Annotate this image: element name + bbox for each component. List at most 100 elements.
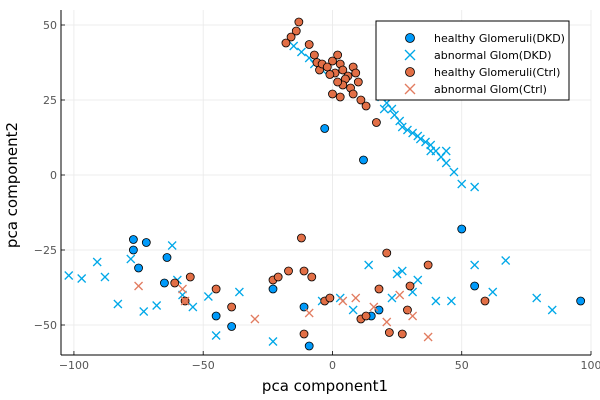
data-point [333, 50, 343, 60]
legend: healthy Glomeruli(DKD) abnormal Glom(DKD… [375, 20, 570, 101]
data-point [421, 137, 430, 147]
data-point [211, 284, 221, 294]
data-point [211, 331, 221, 340]
data-point [374, 284, 384, 294]
data-point [441, 146, 451, 156]
data-point [361, 311, 371, 321]
data-point [395, 290, 405, 300]
data-point [348, 305, 358, 315]
data-point [379, 104, 389, 114]
data-point [532, 293, 542, 303]
data-point [395, 116, 405, 126]
data-point [405, 281, 415, 291]
data-point [139, 307, 149, 316]
data-point [547, 305, 557, 315]
data-point [77, 274, 87, 283]
data-point [348, 89, 358, 99]
data-point [361, 101, 371, 111]
data-point [307, 272, 317, 282]
data-point [128, 235, 138, 244]
series-4 [134, 281, 433, 342]
series-2 [64, 41, 557, 346]
x-tick-label: −100 [59, 359, 89, 372]
data-point [128, 245, 138, 255]
data-point [384, 328, 394, 337]
data-point [402, 125, 412, 135]
legend-marker-healthy-dkd [405, 33, 415, 43]
data-point [320, 124, 330, 133]
data-point [281, 38, 291, 48]
data-point [286, 32, 296, 42]
legend-marker-healthy-ctrl [405, 67, 415, 77]
data-point [328, 56, 337, 66]
data-point [64, 271, 74, 280]
x-axis-label: pca component1 [262, 377, 388, 395]
data-point [397, 329, 407, 339]
data-point [188, 302, 198, 312]
data-point [297, 233, 306, 243]
data-point [457, 179, 467, 189]
data-point [351, 293, 361, 303]
data-point [92, 257, 102, 267]
data-point [304, 341, 314, 351]
data-point [234, 287, 244, 297]
y-tick-label: 50 [43, 19, 57, 32]
data-point [227, 322, 237, 331]
x-tick-labels: −100 −50 0 50 100 [59, 359, 600, 372]
data-point [335, 92, 345, 102]
legend-label-abnormal-ctrl: abnormal Glom(Ctrl) [434, 83, 547, 96]
data-point [576, 296, 586, 306]
data-point [351, 68, 361, 78]
data-point [180, 296, 190, 306]
x-tick-label: 50 [455, 359, 469, 372]
legend-marker-abnormal-ctrl [404, 83, 416, 95]
data-point [470, 281, 480, 291]
data-point [423, 260, 433, 270]
data-point [387, 104, 397, 114]
data-point [304, 40, 314, 49]
data-point [160, 278, 169, 288]
data-point [413, 275, 423, 285]
data-point [397, 122, 407, 132]
legend-marker-abnormal-dkd [404, 49, 416, 61]
data-point [470, 182, 480, 192]
legend-label-healthy-ctrl: healthy Glomeruli(Ctrl) [434, 66, 560, 79]
legend-label-healthy-dkd: healthy Glomeruli(DKD) [434, 32, 565, 45]
legend-label-abnormal-dkd: abnormal Glom(DKD) [434, 49, 552, 62]
y-tick-label: −50 [34, 319, 57, 332]
y-axis-label: pca component2 [3, 122, 21, 248]
data-point [185, 272, 195, 282]
data-point [423, 332, 433, 342]
data-point [268, 284, 278, 294]
y-tick-label: 25 [43, 94, 57, 107]
data-point [268, 337, 278, 346]
data-point [100, 272, 110, 282]
data-point [415, 134, 425, 144]
data-point [325, 70, 335, 79]
data-point [408, 311, 418, 321]
data-point [382, 317, 392, 327]
data-point [167, 241, 177, 250]
data-point [309, 50, 319, 60]
axes [60, 10, 591, 356]
data-points [64, 17, 586, 351]
data-point [449, 167, 459, 177]
data-point [141, 238, 151, 247]
x-tick-label: 100 [581, 359, 600, 372]
data-point [364, 260, 374, 270]
data-point [328, 89, 337, 99]
data-point [325, 293, 335, 303]
data-point [408, 128, 418, 138]
data-point [470, 260, 480, 270]
x-tick-label: −50 [192, 359, 215, 372]
data-point [178, 284, 187, 294]
data-point [374, 305, 384, 315]
data-point [397, 266, 407, 276]
y-tick-labels: −50 −25 0 25 50 [34, 19, 57, 332]
data-point [338, 296, 348, 306]
data-point [304, 308, 314, 318]
data-point [431, 296, 441, 306]
data-point [382, 248, 392, 258]
data-point [480, 296, 490, 306]
